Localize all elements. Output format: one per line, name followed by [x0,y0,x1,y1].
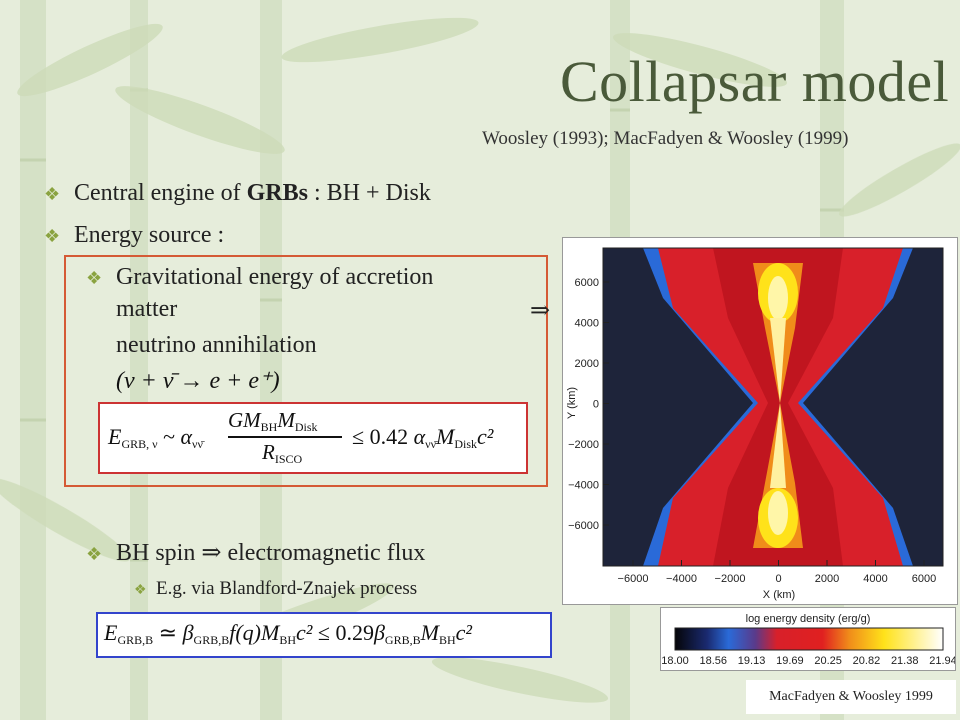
x-tick-label: −6000 [618,573,649,585]
y-tick-label: −4000 [568,480,599,492]
y-tick-label: 4000 [575,318,599,330]
diamond-bullet-icon: ❖ [44,184,61,204]
bullet-bh-spin: ❖ BH spin ⇒ electromagnetic flux [86,540,426,566]
implies-symbol: ⇒ [530,298,551,324]
y-tick-label: 2000 [575,358,599,370]
x-tick-label: 4000 [863,573,887,585]
fraction-bar [228,436,342,438]
colorbar-title: log energy density (erg/g) [746,613,871,625]
bullet-energy-source: ❖ Energy source : [44,222,225,248]
diamond-bullet-icon: ❖ [86,544,103,564]
x-tick-label: 6000 [912,573,936,585]
fraction-numerator: GMBHMDisk [228,408,318,434]
y-tick-label: 6000 [575,277,599,289]
fraction-denominator: RISCO [262,440,303,466]
colorbar-tick-label: 19.13 [738,655,766,667]
neutrino-energy-equation [98,402,528,474]
energy-density-map: 6000 4000 2000 0 −2000 −4000 −6000 −6000 −4000 −… [566,247,944,601]
colorbar-tick-label: 20.25 [814,655,842,667]
colorbar-tick-label: 21.38 [891,655,919,667]
colorbar-tick-label: 18.56 [700,655,728,667]
colorbar-tick-label: 21.94 [929,655,955,667]
colorbar-tick-label: 18.00 [661,655,689,667]
simulation-figure: 6000 4000 2000 0 −2000 −4000 −6000 −6000 −4000 −… [562,237,958,605]
colorbar-panel: log energy density (erg/g) 18.00 18.56 19.… [660,607,957,671]
bullet-gravitational: ❖ Gravitational energy of accretion [86,264,434,290]
y-axis-label: Y (km) [566,387,578,419]
x-tick-label: −4000 [666,573,697,585]
grav-line-matter: matter [116,296,178,322]
x-tick-label: 2000 [815,573,839,585]
y-tick-label: −6000 [568,520,599,532]
colorbar: log energy density (erg/g) 18.00 18.56 19.… [661,613,957,667]
diamond-bullet-icon: ❖ [86,268,103,288]
x-tick-label: −2000 [715,573,746,585]
y-tick-label: −2000 [568,439,599,451]
x-tick-label: 0 [775,573,781,585]
figure-credit: MacFadyen & Woosley 1999 [746,680,956,714]
slide-title: Collapsar model [560,49,950,114]
reaction-equation: (ν + ν̄ → e + e⁺) [116,368,280,394]
neutrino-mechanism-box [64,255,548,487]
slide-reference: Woosley (1993); MacFadyen & Woosley (199… [482,128,849,149]
diamond-bullet-icon: ❖ [44,226,61,246]
x-axis-label: X (km) [763,589,795,601]
colorbar-tick-label: 19.69 [776,655,804,667]
diamond-bullet-icon: ❖ [134,583,147,598]
bullet-blandford: ❖ E.g. via Blandford-Znajek process [134,578,418,599]
grav-line-neutrino: neutrino annihilation [116,332,317,358]
em-energy-equation [96,612,552,658]
bullet-central-engine: ❖ Central engine of GRBs : BH + Disk [44,180,431,206]
y-tick-label: 0 [593,399,599,411]
colorbar-tick-label: 20.82 [853,655,881,667]
